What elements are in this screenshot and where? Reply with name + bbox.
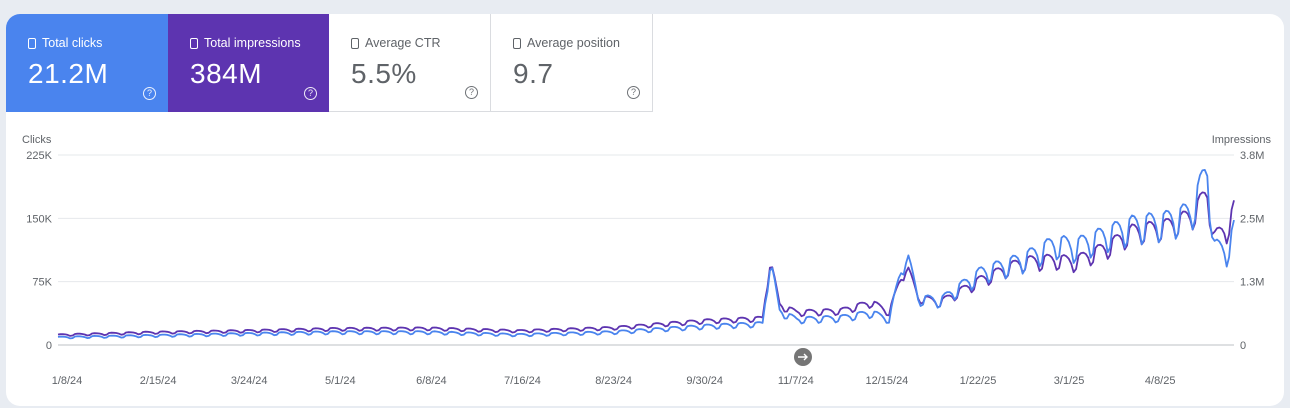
y-left-tick-label: 0 [46,340,52,352]
y-right-tick-label: 3.8M [1240,150,1264,162]
tile-value: 384M [190,58,263,89]
x-tick-label: 11/7/24 [778,375,814,387]
series-line-clicks [57,169,1235,340]
x-tick-label: 1/8/24 [52,375,83,387]
help-circle-icon[interactable]: ? [304,87,317,100]
x-tick-label: 9/30/24 [686,375,723,387]
x-tick-label: 2/15/24 [140,375,177,387]
average-ctr-tile[interactable]: Average CTR 5.5% ? [329,14,491,112]
x-tick-label: 12/15/24 [865,375,908,387]
x-tick-label: 7/16/24 [504,375,541,387]
tile-header: Total clicks [28,36,168,50]
y-right-tick-label: 1.3M [1240,277,1264,289]
y-right-tick-label: 2.5M [1240,213,1264,225]
tile-value: 5.5% [351,58,417,89]
y-left-axis-title: Clicks [22,134,52,146]
x-tick-label: 3/24/24 [231,375,268,387]
checkbox-icon[interactable] [513,37,521,49]
y-left-tick-label: 225K [26,150,52,162]
checkbox-icon[interactable] [351,37,359,49]
help-circle-icon[interactable]: ? [627,86,640,99]
x-tick-label: 3/1/25 [1054,375,1085,387]
x-tick-label: 1/22/25 [960,375,997,387]
help-circle-icon[interactable]: ? [143,87,156,100]
tile-header: Average CTR [351,36,490,50]
tile-label: Average CTR [365,36,441,50]
metric-tiles: Total clicks 21.2M ? Total impressions 3… [6,14,653,112]
arrow-right-icon [798,353,808,361]
checkbox-icon[interactable] [28,37,36,49]
performance-card: Total clicks 21.2M ? Total impressions 3… [6,14,1284,406]
tile-label: Total clicks [42,36,103,50]
series-line-impressions [57,191,1235,337]
performance-chart[interactable]: 225K 3.8M 150K 2.5M 75K 1.3M 0 0 1/8/24 2/15/24 3/… [6,14,1284,406]
x-tick-label: 5/1/24 [325,375,356,387]
y-right-tick-label: 0 [1240,340,1246,352]
total-clicks-tile[interactable]: Total clicks 21.2M ? [6,14,168,112]
tile-label: Average position [527,36,620,50]
tile-header: Total impressions [190,36,329,50]
tile-value: 9.7 [513,58,554,89]
y-left-tick-label: 75K [32,277,52,289]
checkbox-icon[interactable] [190,37,198,49]
tile-label: Total impressions [204,36,301,50]
x-tick-label: 4/8/25 [1145,375,1176,387]
x-tick-label: 6/8/24 [416,375,447,387]
help-circle-icon[interactable]: ? [465,86,478,99]
total-impressions-tile[interactable]: Total impressions 384M ? [168,14,329,112]
y-right-axis-title: Impressions [1211,134,1271,146]
average-position-tile[interactable]: Average position 9.7 ? [491,14,653,112]
tile-value: 21.2M [28,58,109,89]
x-tick-label: 8/23/24 [595,375,632,387]
y-left-tick-label: 150K [26,213,52,225]
tile-header: Average position [513,36,652,50]
